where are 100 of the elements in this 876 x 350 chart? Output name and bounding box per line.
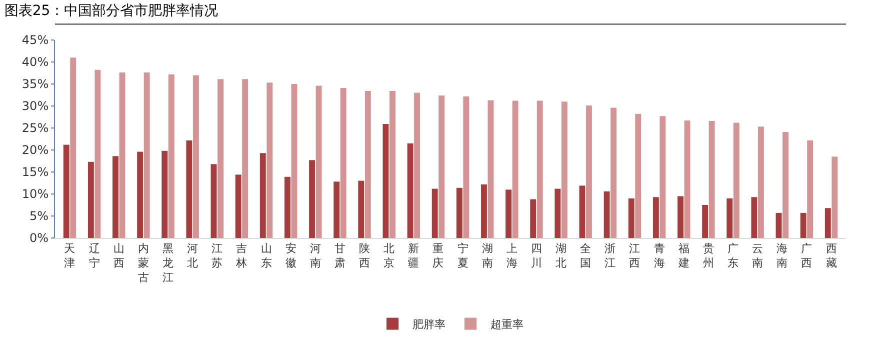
bar: [628, 198, 634, 238]
bar: [168, 74, 174, 238]
bar: [88, 162, 94, 238]
bar: [604, 191, 610, 238]
x-tick-label: 内蒙古: [138, 242, 149, 284]
bar: [652, 197, 659, 238]
bar: [733, 122, 740, 238]
bar: [94, 70, 101, 238]
bar: [432, 188, 438, 238]
bar: [726, 198, 733, 238]
bar: [235, 174, 242, 238]
bar: [63, 144, 70, 238]
bar: [536, 100, 543, 238]
x-tick-label: 陕西: [359, 242, 370, 270]
bar: [192, 75, 199, 238]
bar: [610, 108, 617, 238]
bar: [309, 160, 315, 238]
bar: [70, 58, 76, 238]
y-tick-label: 25%: [22, 121, 49, 136]
bar: [316, 86, 322, 238]
x-tick-label: 天津: [64, 242, 76, 270]
x-tick-label: 山东: [260, 242, 272, 270]
bar: [210, 164, 217, 238]
bar: [144, 72, 150, 238]
x-tick-label: 广东: [728, 242, 738, 270]
bar: [266, 82, 273, 238]
bar: [186, 140, 192, 238]
bar: [389, 91, 396, 238]
x-tick-label: 山西: [113, 242, 124, 270]
y-tick-label: 15%: [22, 165, 49, 180]
x-tick-label: 浙江: [604, 242, 616, 270]
y-tick-label: 30%: [22, 99, 49, 114]
x-tick-label: 宁夏: [457, 242, 468, 270]
y-tick-label: 20%: [22, 143, 49, 158]
bar: [414, 92, 420, 238]
bar: [463, 96, 470, 238]
x-tick-label: 福建: [677, 242, 690, 270]
x-tick-label: 四川: [530, 242, 542, 270]
bar: [561, 102, 568, 238]
bar: [488, 100, 494, 238]
bar: [481, 184, 487, 238]
bar: [684, 120, 690, 238]
bar: [284, 176, 290, 238]
x-tick-label: 甘肃: [334, 242, 346, 270]
y-tick-label: 0%: [30, 231, 49, 246]
bar: [782, 132, 788, 238]
x-tick-label: 江西: [629, 242, 640, 270]
y-tick-label: 40%: [22, 55, 49, 70]
bar: [218, 79, 224, 238]
bar: [751, 197, 758, 238]
bar: [678, 196, 684, 238]
bar: [162, 150, 168, 238]
x-tick-label: 北京: [384, 242, 395, 270]
y-tick-label: 35%: [22, 77, 49, 92]
y-tick-label: 45%: [22, 33, 49, 48]
bar: [702, 205, 708, 238]
bar: [579, 186, 586, 238]
bar: [456, 188, 462, 238]
x-tick-label: 湖北: [556, 242, 567, 270]
bar: [758, 126, 764, 238]
x-tick-label: 海南: [776, 242, 788, 270]
bar: [364, 91, 371, 238]
x-tick-label: 河南: [310, 242, 321, 270]
bar: [382, 124, 389, 238]
x-tick-label: 广西: [801, 242, 812, 270]
x-tick-label: 吉林: [235, 242, 248, 270]
bar: [438, 95, 445, 238]
x-tick-label: 湖南: [482, 242, 493, 270]
x-tick-label: 黑龙江: [162, 242, 174, 284]
bar: [119, 72, 126, 238]
legend-label: 肥胖率: [412, 318, 446, 332]
bar: [776, 212, 782, 238]
x-tick-label: 全国: [580, 242, 592, 270]
x-tick-label: 河北: [187, 242, 198, 270]
bar: [334, 182, 340, 238]
x-tick-label: 贵州: [702, 242, 714, 270]
x-tick-label: 青海: [654, 242, 665, 270]
x-tick-label: 江苏: [212, 242, 223, 270]
bar: [530, 199, 536, 238]
legend-label: 超重率: [490, 318, 524, 332]
bar: [586, 106, 592, 238]
bar: [824, 208, 831, 238]
x-tick-label: 重庆: [432, 242, 444, 270]
bar: [340, 88, 346, 238]
bar: [407, 143, 414, 238]
bar: [112, 156, 118, 238]
x-tick-label: 云南: [752, 242, 764, 270]
bar: [660, 116, 666, 238]
bar: [358, 180, 364, 238]
bar: [807, 140, 814, 238]
bar: [635, 114, 642, 238]
x-tick-label: 安徽: [285, 242, 296, 270]
y-tick-label: 10%: [22, 187, 49, 202]
bar: [291, 84, 298, 238]
bar: [506, 190, 512, 238]
bar: [832, 156, 838, 238]
bar: [242, 79, 248, 238]
y-tick-label: 5%: [30, 209, 49, 224]
x-tick-label: 辽宁: [88, 242, 100, 270]
bar: [512, 100, 518, 238]
